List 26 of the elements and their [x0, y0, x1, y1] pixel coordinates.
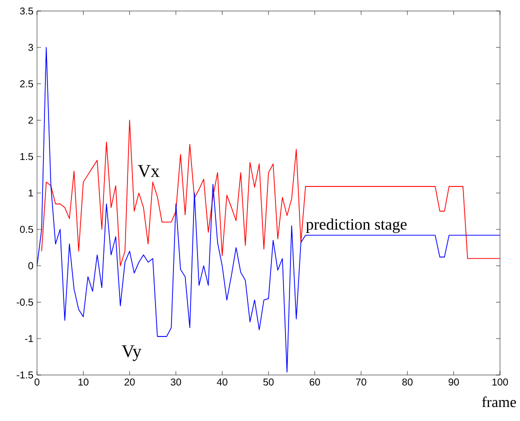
- y-tick-label: 3.5: [20, 7, 34, 15]
- series-label: Vx: [138, 165, 160, 178]
- x-tick-label: 80: [402, 378, 413, 386]
- x-tick-label: 90: [448, 378, 459, 386]
- series-label: Vy: [122, 345, 142, 361]
- x-tick-label: 60: [310, 378, 320, 386]
- x-tick-label: 70: [356, 378, 366, 386]
- y-tick-label: 1: [28, 190, 33, 196]
- x-tick-label: 30: [170, 378, 182, 386]
- y-tick-label: 0.5: [20, 226, 34, 233]
- y-tick-label: 2.5: [20, 80, 34, 88]
- x-tick-label: 40: [216, 378, 228, 386]
- y-tick-label: 2: [28, 116, 33, 124]
- x-tick-label: 20: [124, 378, 135, 386]
- annotation: prediction stage: [306, 218, 407, 234]
- y-tick-label: 1.5: [20, 153, 34, 160]
- x-tick-label: 50: [263, 378, 274, 386]
- x-tick-label: 100: [492, 378, 508, 386]
- y-tick-label: -1.5: [16, 372, 34, 378]
- x-tick-label: 0: [34, 378, 40, 386]
- y-tick-label: 3: [28, 44, 34, 51]
- x-tick-label: 10: [78, 378, 88, 386]
- x-axis-title: frame: [482, 396, 516, 408]
- y-tick-label: -0.5: [16, 298, 34, 306]
- y-tick-label: 0: [28, 262, 34, 270]
- y-tick-label: -1: [25, 335, 33, 342]
